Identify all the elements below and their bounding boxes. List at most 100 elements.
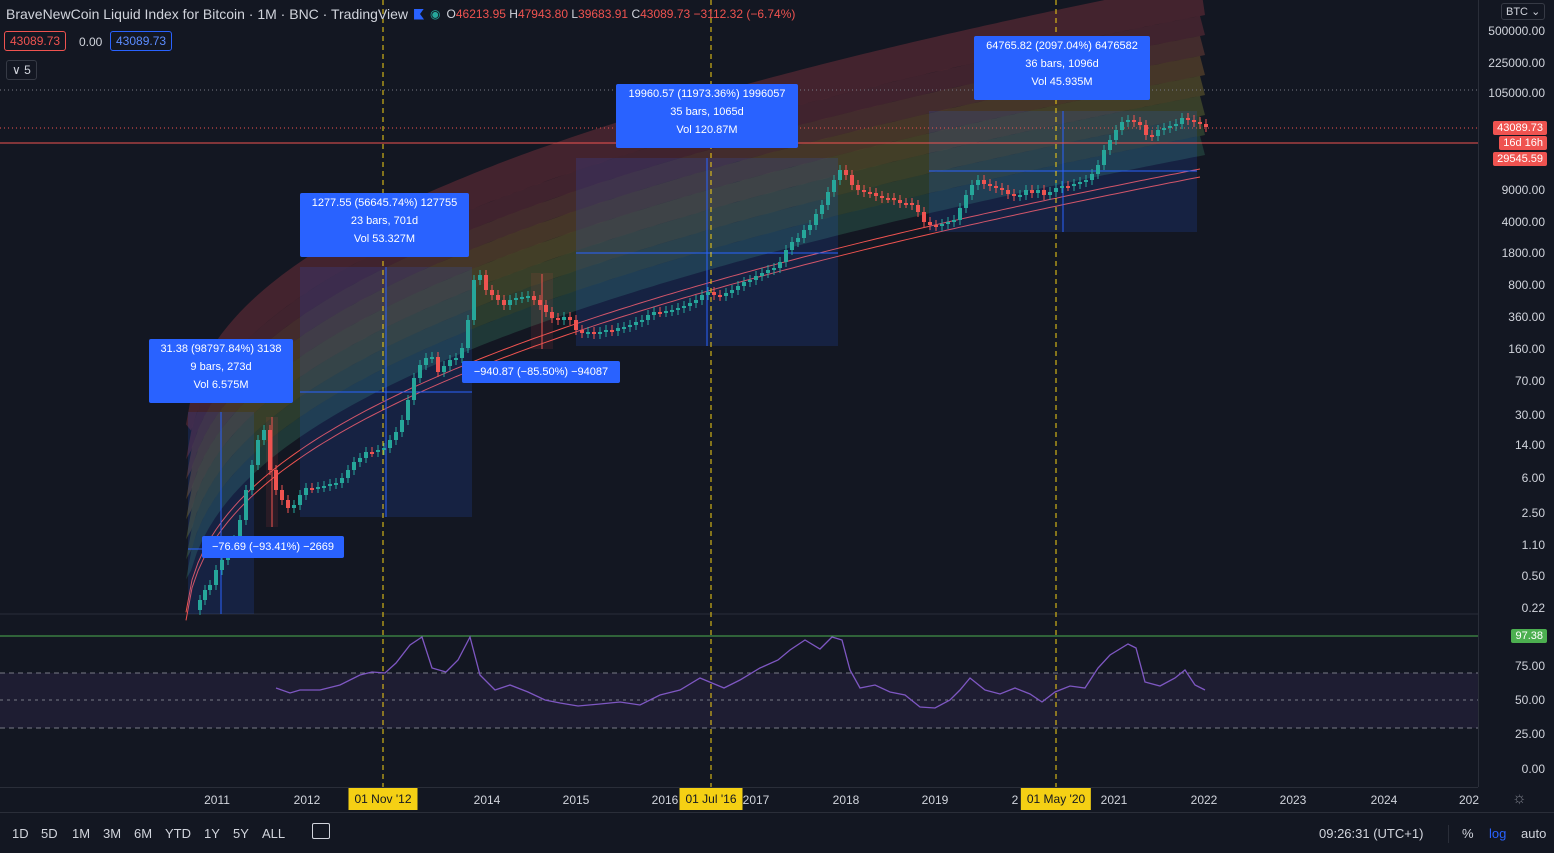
goto-date-icon[interactable] bbox=[312, 823, 330, 839]
measurement-label-4[interactable]: 64765.82 (2097.04%) 6476582 36 bars, 109… bbox=[974, 36, 1150, 100]
price-label: 9000.00 bbox=[1501, 183, 1545, 197]
candle bbox=[286, 500, 290, 508]
indicators-toggle[interactable]: ∨ 5 bbox=[6, 60, 37, 80]
chart-area[interactable]: BraveNewCoin Liquid Index for Bitcoin · … bbox=[0, 0, 1478, 787]
auto-toggle[interactable]: auto bbox=[1521, 826, 1547, 841]
candle bbox=[214, 570, 218, 585]
time-highlight-2012: 01 Nov '12 bbox=[348, 788, 418, 810]
candle bbox=[946, 222, 950, 224]
time-axis[interactable]: 2011 2012 2014 2015 2016 2017 2018 2019 2021 2022… bbox=[0, 787, 1479, 813]
candle bbox=[772, 268, 776, 270]
candle bbox=[1102, 150, 1106, 165]
candle bbox=[1054, 188, 1058, 192]
candle bbox=[1006, 190, 1010, 194]
candle bbox=[364, 452, 368, 458]
range-button-5d[interactable]: 5D bbox=[41, 826, 58, 841]
clock[interactable]: 09:26:31 (UTC+1) bbox=[1319, 826, 1424, 841]
range-button-all[interactable]: ALL bbox=[262, 826, 286, 841]
range-button-1d[interactable]: 1D bbox=[12, 826, 29, 841]
range-button-5y[interactable]: 5Y bbox=[233, 826, 249, 841]
log-toggle[interactable]: log bbox=[1489, 826, 1507, 841]
candles[interactable] bbox=[198, 113, 1208, 615]
candle bbox=[748, 280, 752, 282]
candle bbox=[820, 205, 824, 214]
drawdown-label-2[interactable]: −940.87 (−85.50%) −94087 bbox=[462, 361, 620, 383]
sell-button[interactable]: 43089.73 bbox=[4, 31, 67, 51]
range-button-3m[interactable]: 3M bbox=[103, 826, 122, 841]
candle bbox=[916, 205, 920, 212]
chart-legend: BraveNewCoin Liquid Index for Bitcoin · … bbox=[6, 6, 795, 22]
candle bbox=[298, 495, 302, 505]
candle bbox=[1186, 118, 1190, 120]
bottom-toolbar: 1D 5D 1M 3M 6M YTD 1Y 5Y ALL 09:26:31 (UTC+1) % … bbox=[0, 812, 1554, 853]
candle bbox=[640, 320, 644, 322]
range-button-6m[interactable]: 6M bbox=[134, 826, 153, 841]
flag-icon[interactable] bbox=[414, 8, 425, 20]
time-label: 2014 bbox=[473, 793, 501, 807]
candle bbox=[706, 292, 710, 295]
range-button-1y[interactable]: 1Y bbox=[204, 826, 220, 841]
time-label: 2011 bbox=[204, 793, 230, 807]
candle bbox=[376, 450, 380, 452]
candle bbox=[526, 296, 530, 298]
measurement-label-2[interactable]: 1277.55 (56645.74%) 127755 23 bars, 701d… bbox=[300, 193, 469, 257]
range-button-ytd[interactable]: YTD bbox=[165, 826, 191, 841]
symbol-title[interactable]: BraveNewCoin Liquid Index for Bitcoin · … bbox=[6, 6, 409, 22]
price-label: 14.00 bbox=[1514, 438, 1545, 452]
candle bbox=[370, 452, 374, 454]
price-label: 4000.00 bbox=[1501, 215, 1545, 229]
candle bbox=[700, 295, 704, 300]
buy-button[interactable]: 43089.73 bbox=[110, 31, 173, 51]
price-label: 160.00 bbox=[1508, 342, 1545, 356]
currency-select[interactable]: BTC ⌄ bbox=[1501, 3, 1546, 20]
candle bbox=[814, 214, 818, 225]
candle bbox=[262, 430, 266, 440]
candle bbox=[556, 318, 560, 320]
candle bbox=[664, 311, 668, 313]
range-button-1m[interactable]: 1M bbox=[72, 826, 91, 841]
candle bbox=[952, 220, 956, 222]
candle bbox=[478, 275, 482, 280]
candle bbox=[430, 357, 434, 359]
time-label: 2015 bbox=[562, 793, 590, 807]
measurement-label-1[interactable]: 31.38 (98797.84%) 3138 9 bars, 273d Vol … bbox=[149, 339, 293, 403]
candle bbox=[1066, 186, 1070, 188]
eye-icon[interactable]: ◉ bbox=[430, 7, 441, 21]
time-highlight-2016: 01 Jul '16 bbox=[679, 788, 743, 810]
candle bbox=[1114, 130, 1118, 140]
candle bbox=[472, 280, 476, 320]
candle bbox=[976, 180, 980, 185]
candle bbox=[322, 486, 326, 488]
percent-toggle[interactable]: % bbox=[1462, 826, 1474, 841]
drawdown-label-1[interactable]: −76.69 (−93.41%) −2669 bbox=[202, 536, 344, 558]
candle bbox=[268, 430, 272, 470]
candle bbox=[598, 332, 602, 334]
price-axis[interactable]: BTC ⌄ 500000.00 225000.00 105000.00 9000.00… bbox=[1478, 0, 1554, 787]
candle bbox=[203, 590, 207, 600]
candle bbox=[838, 170, 842, 180]
candle bbox=[1180, 118, 1184, 124]
candle bbox=[1150, 135, 1154, 137]
measurement-label-3[interactable]: 19960.57 (11973.36%) 1996057 35 bars, 10… bbox=[616, 84, 798, 148]
candle bbox=[604, 330, 608, 332]
candle bbox=[250, 465, 254, 490]
candle bbox=[1024, 190, 1028, 195]
candle bbox=[550, 312, 554, 318]
candle bbox=[574, 320, 578, 330]
candle bbox=[862, 190, 866, 192]
candle bbox=[208, 585, 212, 590]
price-label: 70.00 bbox=[1514, 374, 1545, 388]
candle bbox=[790, 242, 794, 250]
price-label: 360.00 bbox=[1508, 310, 1545, 324]
candle bbox=[388, 440, 392, 448]
settings-gear-icon[interactable]: ☼ bbox=[1512, 790, 1527, 807]
candle bbox=[256, 440, 260, 465]
candle bbox=[682, 306, 686, 308]
candle bbox=[628, 325, 632, 327]
candle bbox=[958, 208, 962, 220]
rsi-line bbox=[275, 635, 1206, 709]
candle bbox=[424, 358, 428, 365]
candle bbox=[442, 366, 446, 372]
indicator-count: 5 bbox=[24, 63, 31, 77]
time-label: 2021 bbox=[1100, 793, 1128, 807]
